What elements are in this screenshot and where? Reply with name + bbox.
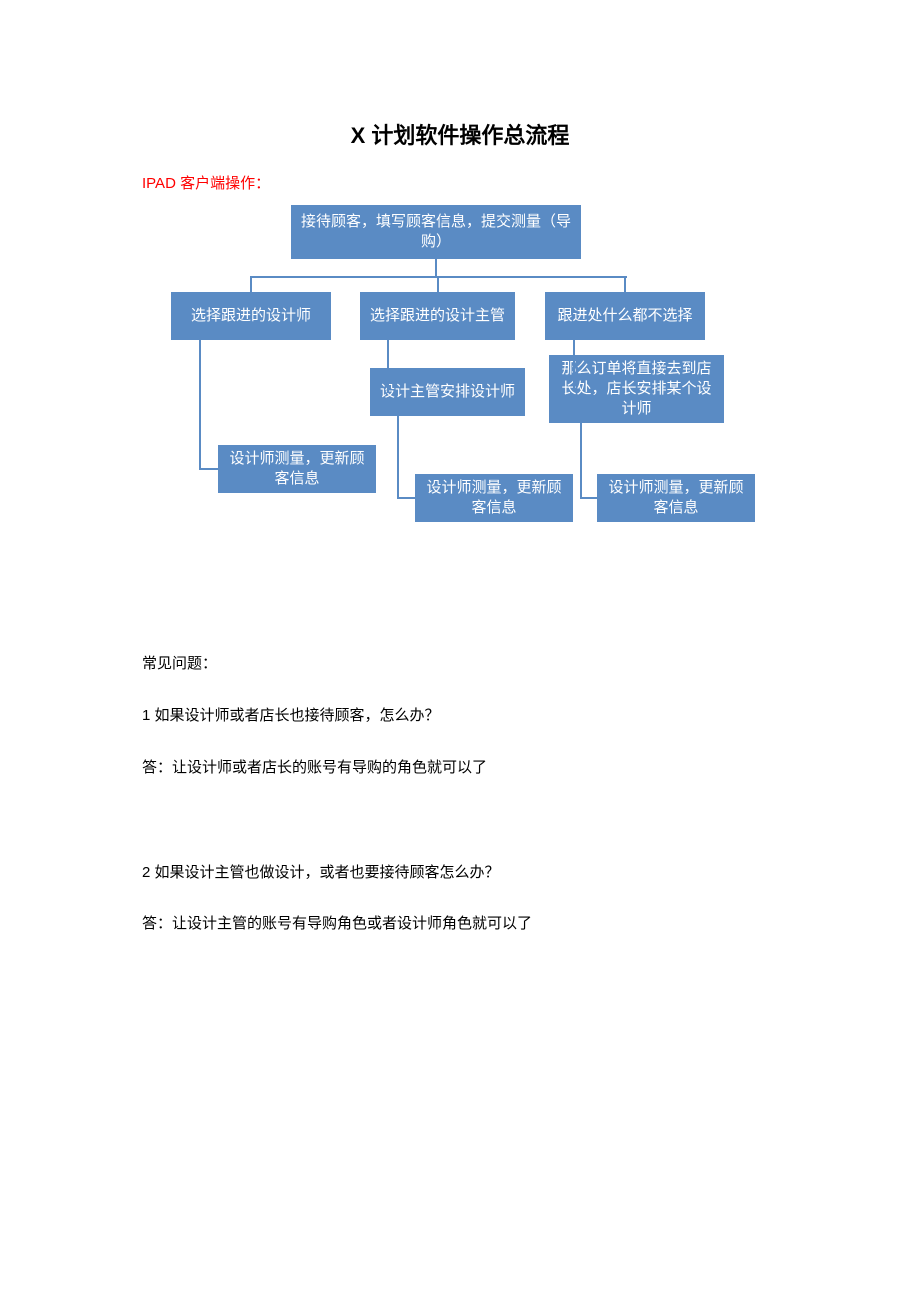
subtitle-ipad: IPAD 客户端操作：	[142, 172, 270, 193]
flow-node-d2: 设计师测量，更新顾客信息	[415, 474, 573, 522]
flow-connector	[250, 276, 252, 293]
flow-node-c2: 设计主管安排设计师	[370, 368, 525, 416]
page-title: X 计划软件操作总流程	[0, 118, 920, 150]
flow-connector	[387, 340, 389, 393]
faq-answer-1: 答：让设计师或者店长的账号有导购的角色就可以了	[142, 757, 782, 780]
flow-connector	[435, 259, 437, 276]
flow-connector	[624, 276, 626, 293]
flow-connector	[573, 340, 575, 390]
faq-heading: 常见问题：	[142, 653, 782, 676]
flow-node-c3: 那么订单将直接去到店长处，店长安排某个设计师	[549, 355, 724, 423]
flowchart: 接待顾客，填写顾客信息，提交测量（导购） 选择跟进的设计师选择跟进的设计主管跟进处…	[0, 205, 920, 605]
flow-node-d1: 设计师测量，更新顾客信息	[218, 445, 376, 493]
flow-node-b1: 选择跟进的设计师	[171, 292, 331, 340]
flow-connector	[437, 276, 439, 293]
faq-answer-2: 答：让设计主管的账号有导购角色或者设计师角色就可以了	[142, 913, 782, 936]
faq-question-2: 2 如果设计主管也做设计，或者也要接待顾客怎么办？	[142, 862, 782, 885]
flow-connector	[580, 497, 598, 499]
flow-node-root: 接待顾客，填写顾客信息，提交测量（导购）	[291, 205, 581, 259]
flow-connector	[199, 468, 218, 470]
faq-question-1: 1 如果设计师或者店长也接待顾客，怎么办？	[142, 705, 782, 728]
flow-node-d3: 设计师测量，更新顾客信息	[597, 474, 755, 522]
flow-connector	[397, 497, 415, 499]
flow-node-b3: 跟进处什么都不选择	[545, 292, 705, 340]
flow-connector	[580, 423, 582, 499]
flow-connector	[199, 340, 201, 470]
flow-connector	[397, 416, 399, 499]
flow-connector	[251, 276, 627, 278]
flow-node-b2: 选择跟进的设计主管	[360, 292, 515, 340]
